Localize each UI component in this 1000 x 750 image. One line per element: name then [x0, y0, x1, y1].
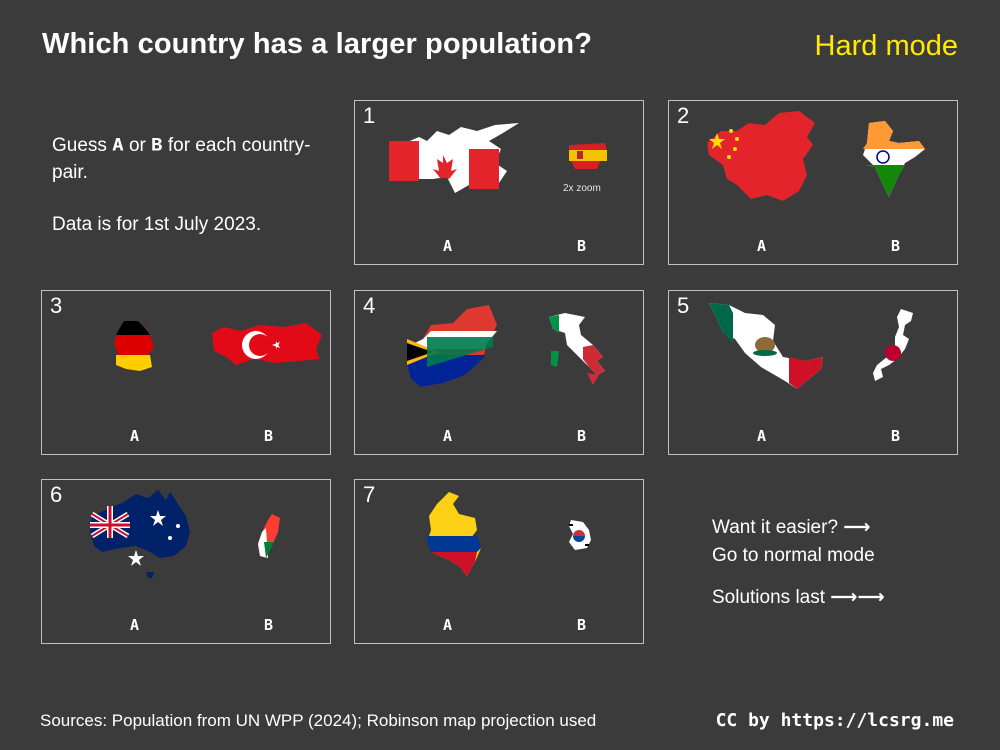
credit-link[interactable]: CC by https://lcsrg.me	[715, 710, 954, 731]
option-b[interactable]: B	[577, 616, 587, 634]
italy-flag-map[interactable]	[545, 311, 609, 385]
option-b-label: B	[151, 135, 163, 155]
option-a[interactable]: A	[443, 237, 453, 255]
option-b[interactable]: B	[891, 237, 901, 255]
pair-card-5[interactable]: 5 A B	[668, 290, 958, 455]
option-a[interactable]: A	[443, 616, 453, 634]
option-a[interactable]: A	[130, 616, 140, 634]
guess-suffix: for each country-pair.	[52, 135, 311, 183]
india-flag-map[interactable]	[859, 119, 929, 201]
easier-line: Want it easier? ⟶	[712, 513, 875, 542]
option-b[interactable]: B	[891, 427, 901, 445]
canada-flag-map[interactable]	[385, 119, 525, 197]
option-b[interactable]: B	[577, 237, 587, 255]
colombia-flag-map[interactable]	[423, 490, 483, 580]
south-africa-flag-map[interactable]	[403, 303, 499, 389]
germany-flag-map[interactable]	[110, 319, 156, 373]
pair-card-2[interactable]: 2 A B	[668, 100, 958, 265]
australia-flag-map[interactable]	[86, 486, 194, 582]
turkey-flag-map[interactable]	[210, 321, 324, 369]
pair-card-1[interactable]: 1 2x zoom A B	[354, 100, 644, 265]
instructions: Guess A or B for each country-pair. Data…	[52, 132, 332, 263]
pair-card-7[interactable]: 7 A B	[354, 479, 644, 644]
zoom-note: 2x zoom	[563, 183, 601, 194]
pair-number: 5	[677, 293, 690, 318]
page-title: Which country has a larger population?	[42, 28, 593, 60]
guess-instruction: Guess A or B for each country-pair.	[52, 132, 332, 186]
solutions-label: Solutions last	[712, 587, 826, 608]
spain-flag-map[interactable]	[567, 141, 609, 171]
pair-card-4[interactable]: 4 A B	[354, 290, 644, 455]
mexico-flag-map[interactable]	[705, 301, 829, 395]
pair-number: 4	[363, 293, 376, 318]
option-b[interactable]: B	[264, 427, 274, 445]
pair-card-6[interactable]: 6 A B	[41, 479, 331, 644]
arrow-right-icon: ⟶	[843, 516, 871, 538]
data-note: Data is for 1st July 2023.	[52, 214, 262, 235]
option-a[interactable]: A	[757, 427, 767, 445]
solutions-link[interactable]: Solutions last ⟶⟶	[712, 583, 885, 612]
pair-number: 7	[363, 482, 376, 507]
pair-card-3[interactable]: 3 A B	[41, 290, 331, 455]
option-b[interactable]: B	[264, 616, 274, 634]
double-arrow-right-icon: ⟶⟶	[830, 586, 885, 608]
option-b[interactable]: B	[577, 427, 587, 445]
normal-mode-link[interactable]: Want it easier? ⟶ Go to normal mode	[712, 513, 875, 570]
pair-number: 6	[50, 482, 63, 507]
normal-mode-label: Go to normal mode	[712, 545, 875, 566]
sources-text: Sources: Population from UN WPP (2024); …	[40, 711, 597, 730]
mode-label: Hard mode	[814, 30, 958, 62]
option-a[interactable]: A	[443, 427, 453, 445]
pair-number: 2	[677, 103, 690, 128]
option-a[interactable]: A	[130, 427, 140, 445]
pair-number: 1	[363, 103, 376, 128]
china-flag-map[interactable]	[703, 109, 823, 205]
madagascar-flag-map[interactable]	[254, 512, 284, 562]
pair-number: 3	[50, 293, 63, 318]
option-a[interactable]: A	[757, 237, 767, 255]
easier-question: Want it easier?	[712, 517, 839, 538]
option-a-label: A	[112, 135, 124, 155]
south-korea-flag-map[interactable]	[565, 518, 593, 552]
or-text: or	[128, 135, 146, 156]
japan-flag-map[interactable]	[869, 307, 925, 385]
guess-prefix: Guess	[52, 135, 107, 156]
